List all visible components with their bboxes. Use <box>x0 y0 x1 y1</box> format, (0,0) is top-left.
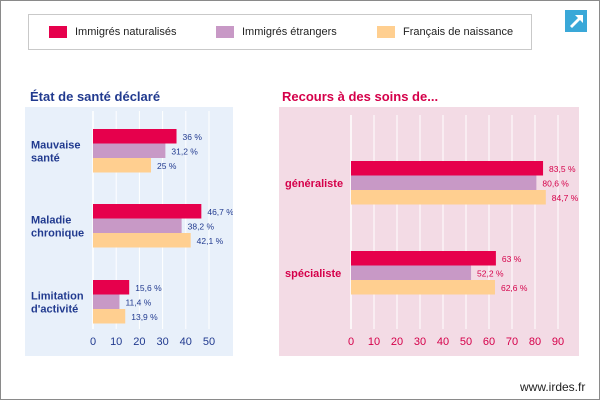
x-tick-label: 30 <box>414 336 426 348</box>
x-tick-label: 20 <box>391 336 403 348</box>
category-label: spécialiste <box>285 268 341 280</box>
bar <box>93 218 182 233</box>
legend-swatch-etrangers <box>216 26 234 38</box>
brand-footer[interactable]: www.irdes.fr <box>520 380 586 394</box>
bar <box>351 251 496 266</box>
x-tick-label: 80 <box>529 336 541 348</box>
data-label: 13,9 % <box>131 312 158 322</box>
bar <box>351 265 472 280</box>
data-label: 15,6 % <box>135 283 162 293</box>
category-label: chronique <box>31 227 84 239</box>
chart-background <box>279 107 579 356</box>
expand-arrow-icon[interactable] <box>565 10 587 32</box>
x-tick-label: 0 <box>90 336 96 348</box>
bar <box>93 158 151 173</box>
legend-item-francais: Français de naissance <box>377 25 513 39</box>
data-label: 11,4 % <box>125 297 151 307</box>
x-tick-label: 30 <box>156 336 168 348</box>
bar <box>93 129 177 144</box>
data-label: 42,1 % <box>197 236 224 246</box>
left-chart-title: État de santé déclaré <box>30 89 161 104</box>
x-tick-label: 10 <box>110 336 122 348</box>
x-tick-label: 70 <box>506 336 518 348</box>
bar <box>351 280 495 295</box>
data-label: 62,6 % <box>501 283 528 293</box>
legend-swatch-naturalises <box>49 26 67 38</box>
legend-label-francais: Français de naissance <box>403 26 514 38</box>
data-label: 46,7 % <box>207 207 233 217</box>
data-label: 31,2 % <box>171 146 198 156</box>
data-label: 25 % <box>157 161 177 171</box>
legend-swatch-francais <box>377 26 395 38</box>
category-label: Maladie <box>31 214 71 226</box>
x-tick-label: 40 <box>180 336 192 348</box>
bar <box>351 161 544 176</box>
legend: Immigrés naturalisés Immigrés étrangers … <box>28 14 532 50</box>
x-tick-label: 0 <box>348 336 354 348</box>
legend-label-etrangers: Immigrés étrangers <box>242 26 337 38</box>
x-tick-label: 50 <box>460 336 472 348</box>
data-label: 63 % <box>502 254 522 264</box>
category-label: d'activité <box>31 303 78 315</box>
right-chart: 0 10 20 30 40 50 60 70 80 90 83,5 % 80,6 % 84,7 % gén… <box>279 107 579 356</box>
legend-label-naturalises: Immigrés naturalisés <box>75 26 177 38</box>
data-label: 83,5 % <box>549 164 576 174</box>
x-tick-label: 90 <box>552 336 564 348</box>
x-tick-label: 60 <box>483 336 495 348</box>
x-tick-label: 10 <box>368 336 380 348</box>
x-tick-label: 40 <box>437 336 449 348</box>
data-label: 38,2 % <box>188 221 215 231</box>
bar <box>93 143 166 158</box>
bar <box>93 294 120 309</box>
category-label: généraliste <box>285 178 343 190</box>
bar <box>93 204 202 219</box>
bar <box>351 175 537 190</box>
category-label: santé <box>31 152 60 164</box>
bar <box>93 309 126 324</box>
data-label: 52,2 % <box>477 268 504 278</box>
bar <box>351 190 546 205</box>
bar <box>93 280 130 295</box>
category-label: Mauvaise <box>31 139 81 151</box>
category-label: Limitation <box>31 290 84 302</box>
bar <box>93 233 191 248</box>
data-label: 36 % <box>183 132 203 142</box>
x-tick-label: 50 <box>203 336 215 348</box>
right-chart-title: Recours à des soins de... <box>282 89 439 104</box>
data-label: 84,7 % <box>552 193 579 203</box>
data-label: 80,6 % <box>542 178 569 188</box>
x-tick-label: 20 <box>133 336 145 348</box>
legend-item-naturalises: Immigrés naturalisés <box>49 25 176 39</box>
legend-item-etrangers: Immigrés étrangers <box>216 25 337 39</box>
